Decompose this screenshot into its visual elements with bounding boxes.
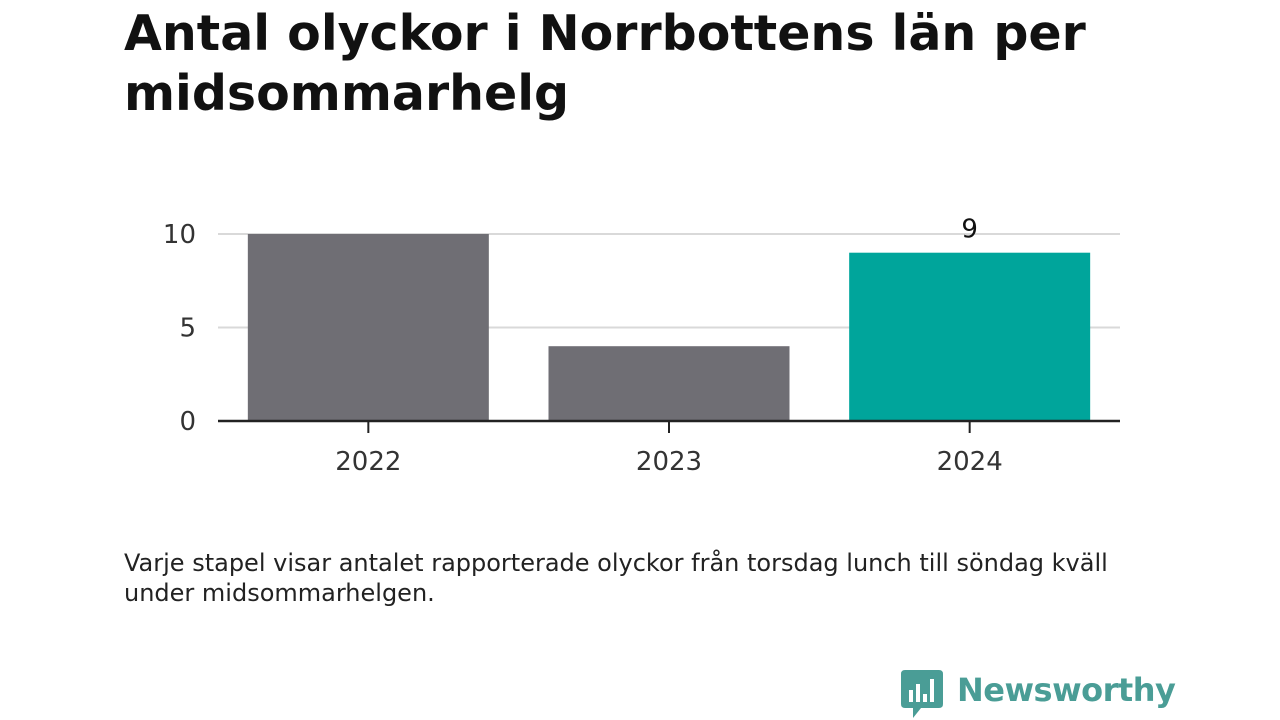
y-tick-label: 5 bbox=[179, 314, 196, 344]
newsworthy-logo[interactable]: Newsworthy bbox=[901, 670, 1176, 720]
x-tick-label: 2024 bbox=[937, 447, 1003, 477]
bar-chart: 0 5 10 2022 2023 2024 9 bbox=[163, 215, 1120, 477]
chart-title: Antal olyckor i Norrbottens län per mids… bbox=[124, 5, 1086, 122]
bar-2023 bbox=[548, 346, 790, 421]
x-tick-label: 2023 bbox=[636, 447, 702, 477]
newsworthy-logo-text: Newsworthy bbox=[957, 671, 1176, 709]
data-label-2024: 9 bbox=[961, 215, 978, 245]
x-tick-label: 2022 bbox=[335, 447, 401, 477]
bar-2022 bbox=[247, 234, 489, 421]
chart-caption: Varje stapel visar antalet rapporterade … bbox=[124, 549, 1108, 607]
data-labels: 9 bbox=[961, 215, 978, 245]
newsworthy-logo-icon bbox=[901, 670, 943, 718]
y-axis-ticks: 0 5 10 bbox=[163, 220, 196, 437]
x-axis-ticks: 2022 2023 2024 bbox=[335, 421, 1003, 477]
y-tick-label: 0 bbox=[179, 407, 196, 437]
bars bbox=[247, 234, 1091, 421]
bar-2024 bbox=[849, 252, 1091, 421]
y-tick-label: 10 bbox=[163, 220, 196, 250]
